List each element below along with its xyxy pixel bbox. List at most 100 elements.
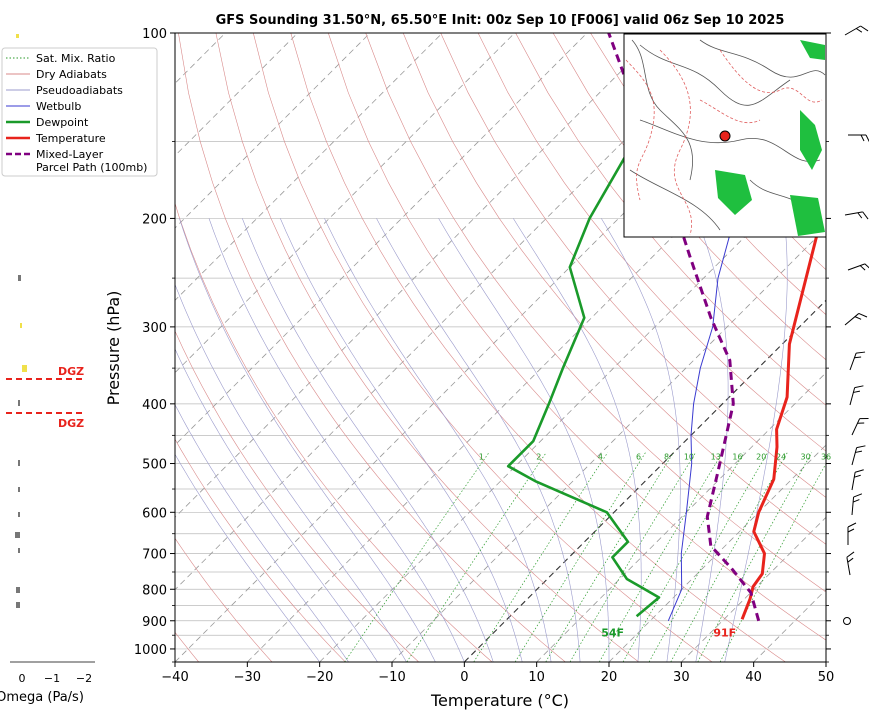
series-line-2 [667,158,752,621]
dry-adiabat [178,33,566,662]
x-tick-label: 0 [460,670,468,685]
isotherm [175,33,588,446]
pseudoadiabat [376,218,581,662]
pseudoadiabat [513,218,642,662]
wind-barb-flag [864,263,869,271]
wind-barb-flag [847,557,854,563]
wind-barb-staff [849,352,857,371]
x-tick-label: 20 [601,670,618,685]
legend-label: Temperature [35,132,106,145]
y-tick-label: 900 [142,615,167,630]
x-tick-label: 50 [818,670,835,685]
pseudoadiabat [175,283,407,662]
dry-adiabat [402,33,826,545]
wind-barb-staff [851,497,855,516]
wind-barb-flag [846,551,855,558]
wind-barb [844,211,869,220]
wind-barb [849,385,864,406]
wind-barb-flag [847,522,857,528]
mixing-ratio-line [569,452,696,662]
wind-barb-staff [851,472,856,491]
dry-adiabat [853,33,869,662]
wind-barb-flag [860,134,865,142]
legend-label: Dewpoint [36,116,89,129]
wind-barb-flag [854,356,862,359]
wind-barb-staff [844,25,861,36]
wind-barb-flag [854,469,864,473]
wind-barb-staff [849,387,856,406]
mixing-ratio-label: 2 [536,453,541,462]
dry-adiabat [590,33,826,316]
series-line-0 [740,205,826,620]
y-tick-label: 100 [142,27,167,42]
surface-label: 91F [713,627,736,640]
dry-adiabat [552,33,826,361]
wind-barb-flag [852,499,860,503]
series-line-1 [506,33,712,618]
mixing-ratio-line [406,452,547,662]
dry-adiabat [253,33,713,662]
wind-barb-flag [855,28,863,33]
dgz-label-bottom: DGZ [58,417,84,430]
wind-barb [851,445,866,466]
x-tick-label: 30 [673,670,690,685]
wind-barb [851,417,869,436]
y-tick-label: 500 [142,458,167,473]
wind-barb-flag [860,25,869,32]
mixing-ratio-line [622,452,745,662]
omega-tick-label: −1 [44,672,60,685]
dgz-label-top: DGZ [58,365,84,378]
surface-label: 54F [601,627,624,640]
dry-adiabat [215,33,639,662]
wind-barb-flag [847,528,855,533]
pseudoadiabat [280,218,523,662]
legend-label: Dry Adiabats [36,68,107,81]
wind-barb [846,551,855,576]
y-axis-label: Pressure (hPa) [104,291,123,406]
x-tick-label: −20 [306,670,333,685]
calm-wind-circle [843,617,851,625]
isotherm [319,155,826,662]
legend-label: Pseudoadiabats [36,84,123,97]
mixing-ratio-label: 13 [711,453,721,462]
wind-barb [848,134,869,144]
x-axis-label: Temperature (°C) [430,691,569,710]
mixing-ratio-label: 4 [598,453,603,462]
legend-label: Wetbulb [36,100,81,113]
dry-adiabat [477,33,826,452]
pseudoadiabat [175,403,349,662]
wind-barb-flag [865,134,869,144]
omega-axis-label: Omega (Pa/s) [0,690,84,705]
wind-barb-flag [856,445,866,449]
mixing-ratio-label: 24 [776,453,786,462]
mixing-ratio-label: 30 [801,453,811,462]
omega-panel: 0 −1 −2 Omega (Pa/s) DGZ DGZ [0,34,95,705]
dry-adiabat [175,537,273,662]
y-tick-label: 400 [142,398,167,413]
wind-barb [847,263,869,271]
y-tick-label: 700 [142,548,167,563]
wind-barb-staff [851,447,858,466]
omega-tick-label: 0 [19,672,26,685]
wind-barb-staff [851,418,861,436]
x-tick-label: −40 [161,670,188,685]
mixing-ratio-line [545,452,674,662]
dry-adiabat [365,33,826,593]
mixing-ratio-label: 20 [756,453,766,462]
pseudoadiabat [601,218,681,662]
location-marker [719,130,731,142]
legend-label: Mixed-Layer [36,148,104,161]
pseudoadiabat [175,348,378,662]
wind-barb [844,25,869,36]
legend-label: Parcel Path (100mb) [36,161,147,174]
omega-tick-label: −2 [76,672,92,685]
dry-adiabat [328,33,826,641]
pseudoadiabat [695,218,729,662]
wind-barb-flag [853,493,863,498]
wind-barb-staff [844,211,863,216]
y-tick-label: 200 [142,212,167,227]
legend: Sat. Mix. Ratio Dry Adiabats Pseudoadiabat… [1,47,158,177]
mixing-ratio-label: 1 [479,453,484,462]
